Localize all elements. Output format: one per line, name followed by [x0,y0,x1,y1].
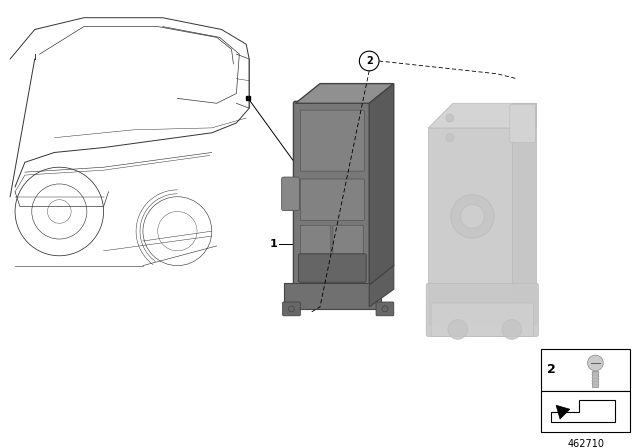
FancyBboxPatch shape [300,179,364,220]
Circle shape [446,134,454,142]
FancyBboxPatch shape [298,254,366,282]
Polygon shape [369,84,394,285]
FancyBboxPatch shape [510,104,536,142]
FancyBboxPatch shape [300,225,331,262]
Circle shape [448,320,468,340]
Polygon shape [551,401,615,422]
FancyBboxPatch shape [300,110,364,171]
Polygon shape [428,103,536,128]
Text: 1: 1 [270,239,278,249]
Polygon shape [296,84,394,103]
FancyBboxPatch shape [431,303,534,336]
FancyBboxPatch shape [541,349,630,391]
FancyBboxPatch shape [282,177,300,211]
Circle shape [451,195,494,238]
FancyBboxPatch shape [426,283,538,336]
Circle shape [502,320,522,340]
FancyBboxPatch shape [284,283,381,309]
FancyBboxPatch shape [283,302,300,316]
Circle shape [461,205,484,228]
Circle shape [446,114,454,122]
Polygon shape [369,266,394,307]
FancyBboxPatch shape [428,128,512,325]
FancyBboxPatch shape [593,371,598,387]
FancyBboxPatch shape [294,101,371,287]
FancyBboxPatch shape [376,302,394,316]
FancyBboxPatch shape [512,103,536,325]
Circle shape [588,355,604,371]
FancyBboxPatch shape [333,225,364,262]
Text: 2: 2 [366,56,372,66]
Text: 2: 2 [547,363,556,376]
Polygon shape [556,405,570,419]
Text: 462710: 462710 [567,439,604,448]
FancyBboxPatch shape [541,391,630,432]
